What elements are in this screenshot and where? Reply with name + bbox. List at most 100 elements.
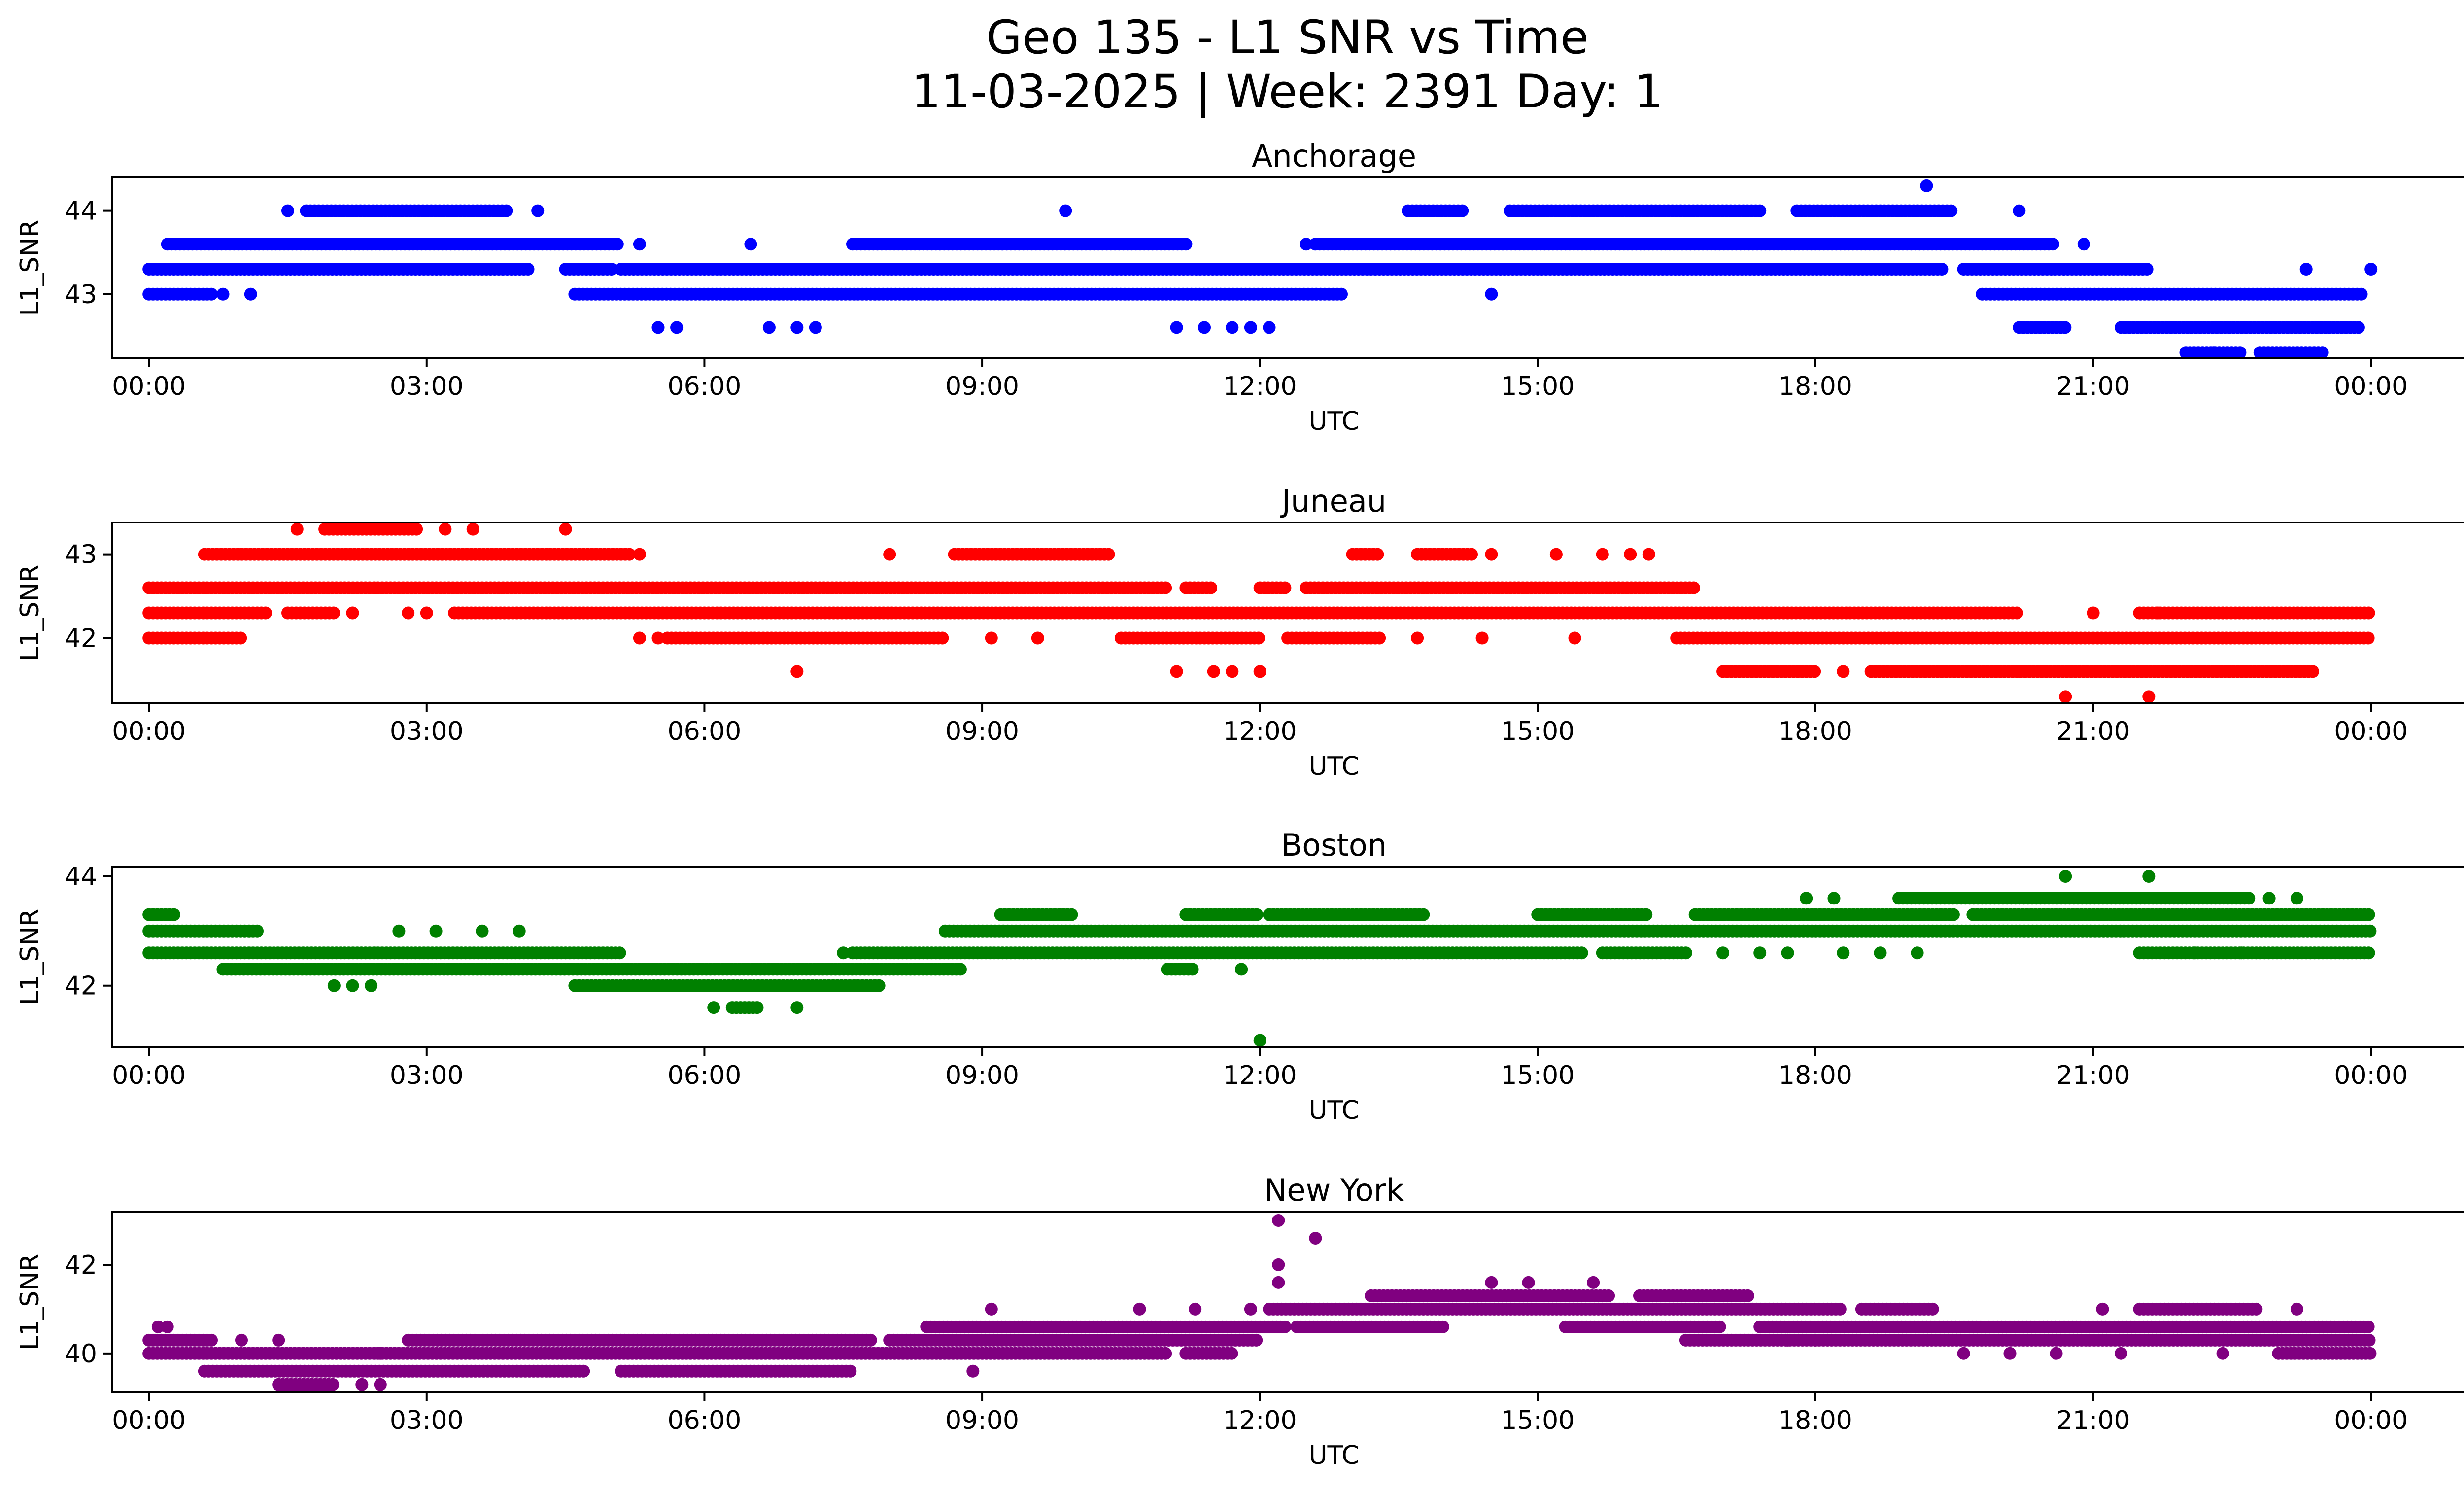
data-point [1456, 204, 1469, 217]
data-point [1300, 238, 1313, 251]
x-tick-label: 06:00 [667, 372, 741, 401]
data-point [234, 631, 247, 645]
data-point [2207, 346, 2220, 359]
x-tick-label: 03:00 [390, 1061, 464, 1090]
y-tick-label: 42 [65, 972, 97, 1001]
data-point [837, 946, 850, 960]
data-point [1837, 665, 1850, 678]
data-point [1920, 179, 1933, 192]
data-point [762, 321, 776, 334]
data-point [1485, 548, 1498, 561]
x-tick-label: 15:00 [1501, 1061, 1574, 1090]
data-point [1417, 908, 1430, 921]
data-point [790, 1001, 804, 1014]
x-tick-label: 06:00 [667, 1061, 741, 1090]
data-point [633, 631, 646, 645]
data-point [2013, 204, 2026, 217]
data-point [936, 631, 949, 645]
panel-title: Boston [1281, 827, 1387, 863]
data-point [1808, 665, 1821, 678]
data-point [2352, 321, 2365, 334]
data-point [790, 321, 804, 334]
y-axis-label: L1_SNR [15, 219, 45, 316]
x-tick-label: 00:00 [112, 717, 186, 746]
data-point [985, 631, 998, 645]
data-point [429, 924, 443, 938]
data-point [633, 238, 646, 251]
data-point [1874, 946, 1887, 960]
y-axis-label: L1_SNR [15, 908, 45, 1005]
data-point [2059, 870, 2072, 883]
figure-title: Geo 135 - L1 SNR vs Time [986, 11, 1589, 65]
data-point [1159, 581, 1172, 594]
x-tick-label: 21:00 [2056, 717, 2130, 746]
y-tick-label: 44 [65, 862, 97, 892]
x-tick-label: 00:00 [2334, 717, 2408, 746]
data-point [1253, 1034, 1266, 1047]
data-point [259, 606, 272, 620]
data-point [346, 606, 359, 620]
data-point [327, 606, 340, 620]
data-point [251, 924, 264, 938]
data-point [2235, 946, 2248, 960]
data-point [1226, 665, 1239, 678]
data-point [2189, 946, 2202, 960]
x-tick-label: 09:00 [945, 717, 1019, 746]
data-point [1475, 631, 1489, 645]
data-point [1207, 665, 1220, 678]
data-point [1945, 204, 1958, 217]
axes-frame [111, 176, 2464, 359]
data-point [1687, 581, 1700, 594]
data-point [346, 979, 359, 992]
data-point [1575, 946, 1588, 960]
data-point [2316, 346, 2329, 359]
data-point [1198, 321, 1211, 334]
data-point [1170, 665, 1183, 678]
data-point [531, 204, 545, 217]
data-point [2262, 892, 2276, 905]
data-point [633, 548, 646, 561]
data-point [1624, 548, 1637, 561]
data-point [613, 946, 626, 960]
x-tick-label: 09:00 [945, 1061, 1019, 1090]
data-point [410, 522, 423, 536]
x-tick-label: 03:00 [390, 372, 464, 401]
data-point [1250, 908, 1264, 921]
data-point [1226, 321, 1239, 334]
data-point [1225, 1347, 1238, 1360]
panel-title: Juneau [1280, 483, 1386, 519]
data-point [1781, 946, 1794, 960]
data-point [2140, 263, 2154, 276]
data-point [1179, 238, 1193, 251]
data-point [365, 979, 378, 992]
data-series [142, 522, 2375, 703]
data-point [290, 522, 304, 536]
data-point [1102, 548, 1115, 561]
data-point [1642, 548, 1655, 561]
data-point [809, 321, 822, 334]
data-point [864, 1333, 877, 1347]
data-point [2290, 892, 2303, 905]
x-tick-label: 00:00 [112, 1061, 186, 1090]
data-series [142, 179, 2378, 359]
data-point [1263, 321, 1276, 334]
x-tick-label: 21:00 [2056, 1061, 2130, 1090]
data-point [1373, 631, 1386, 645]
data-point [513, 924, 526, 938]
data-point [2152, 606, 2165, 620]
data-point [1159, 1347, 1172, 1360]
figure-subtitle: 11-03-2025 | Week: 2391 Day: 1 [911, 65, 1664, 119]
data-point [1465, 548, 1478, 561]
data-point [651, 631, 665, 645]
data-point [2077, 238, 2090, 251]
data-point [1031, 631, 1044, 645]
data-point [2142, 870, 2156, 883]
x-tick-label: 12:00 [1223, 372, 1297, 401]
x-tick-label: 09:00 [945, 372, 1019, 401]
data-point [1947, 908, 1960, 921]
data-point [744, 238, 757, 251]
data-point [1485, 287, 1498, 301]
data-point [651, 321, 665, 334]
